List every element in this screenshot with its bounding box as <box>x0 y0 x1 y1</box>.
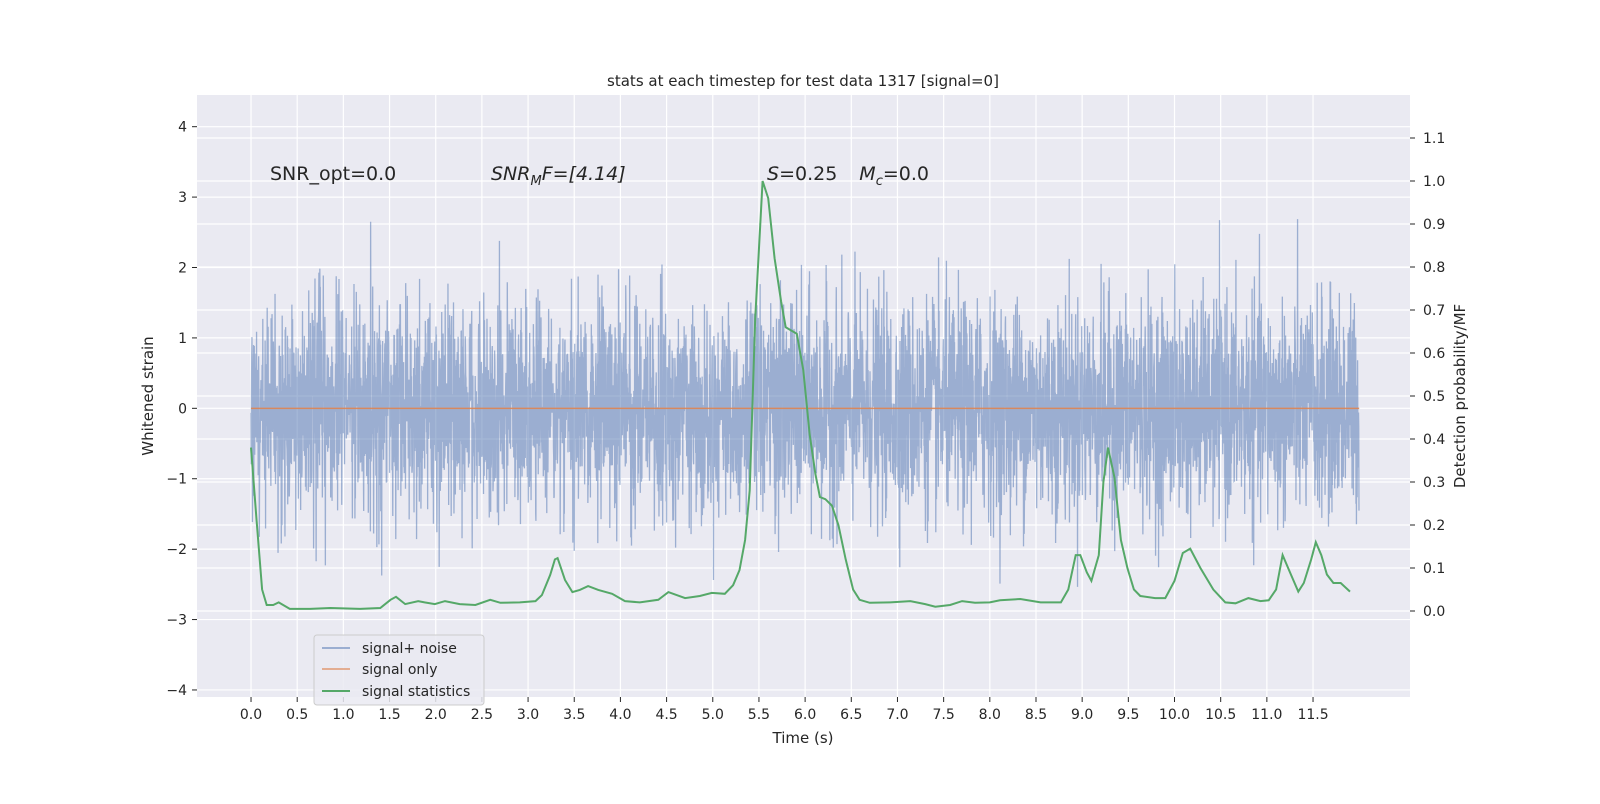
x-tick-label: 0.5 <box>286 707 308 723</box>
y2-tick-label: 0.6 <box>1423 346 1445 362</box>
y2-tick-label: 1.0 <box>1423 174 1445 190</box>
annotation-s-mc: S=0.25 Mc=0.0 <box>767 163 929 189</box>
snr-mf-rest: F=[4.14] <box>542 163 626 185</box>
annotation-snr-opt: SNR_opt=0.0 <box>270 163 396 185</box>
legend-box <box>313 634 485 706</box>
x-tick-label: 7.5 <box>933 707 955 723</box>
y2-tick-label: 0.2 <box>1423 518 1445 534</box>
mc-label: M <box>859 163 875 185</box>
y-tick-label: 4 <box>178 120 187 136</box>
x-tick-label: 2.0 <box>425 707 447 723</box>
x-tick-label: 10.5 <box>1205 707 1236 723</box>
snr-mf-main: SNR <box>491 163 530 185</box>
y-tick-label: −4 <box>166 683 187 699</box>
x-tick-label: 8.0 <box>979 707 1001 723</box>
x-tick-label: 1.0 <box>332 707 354 723</box>
y-tick-label: 2 <box>178 261 187 277</box>
y-tick-label: −1 <box>166 472 187 488</box>
s-value: =0.25 <box>779 163 837 185</box>
y-tick-label: 1 <box>178 331 187 347</box>
y2-tick-label: 0.4 <box>1423 432 1445 448</box>
y2-tick-label: 0.7 <box>1423 303 1445 319</box>
s-label: S <box>767 163 779 185</box>
x-tick-label: 1.5 <box>378 707 400 723</box>
x-tick-label: 0.0 <box>240 707 262 723</box>
signal-statistics-line <box>250 180 1351 610</box>
legend-label-stats: signal statistics <box>362 684 470 700</box>
y-axis-label: Whitened strain <box>139 336 157 455</box>
annotation-snr-mf: SNRMF=[4.14] <box>491 163 626 189</box>
x-tick-label: 11.5 <box>1297 707 1328 723</box>
y-tick-label: −3 <box>166 613 187 629</box>
y-tick-label: −2 <box>166 542 187 558</box>
x-tick-label: 3.0 <box>517 707 539 723</box>
x-tick-label: 10.0 <box>1159 707 1190 723</box>
y2-tick-label: 0.5 <box>1423 389 1445 405</box>
x-tick-label: 4.5 <box>655 707 677 723</box>
x-tick-label: 3.5 <box>563 707 585 723</box>
x-tick-label: 5.5 <box>748 707 770 723</box>
y2-tick-label: 0.1 <box>1423 561 1445 577</box>
legend: signal+ noise signal only signal statist… <box>313 634 485 706</box>
x-tick-label: 6.5 <box>840 707 862 723</box>
tick-labels: 0.0 0.5 1.0 1.5 2.0 2.5 3.0 3.5 4.0 4.5 5.0 5.5 6.0 6… <box>166 120 1445 723</box>
mc-value: =0.0 <box>883 163 929 185</box>
y-tick-label: 3 <box>178 190 187 206</box>
mc-sub: c <box>876 174 883 189</box>
y2-axis-label: Detection probability/MF <box>1451 304 1469 488</box>
y2-tick-label: 0.0 <box>1423 604 1445 620</box>
x-tick-label: 2.5 <box>471 707 493 723</box>
x-tick-label: 7.0 <box>886 707 908 723</box>
y2-tick-label: 0.3 <box>1423 475 1445 491</box>
y2-tick-label: 1.1 <box>1423 131 1445 147</box>
y2-tick-label: 0.8 <box>1423 260 1445 276</box>
legend-label-signal: signal only <box>362 662 437 678</box>
x-tick-label: 9.0 <box>1071 707 1093 723</box>
x-tick-label: 8.5 <box>1025 707 1047 723</box>
x-tick-label: 11.0 <box>1251 707 1282 723</box>
chart-title: stats at each timestep for test data 131… <box>607 72 999 90</box>
y2-tick-label: 0.9 <box>1423 217 1445 233</box>
x-tick-label: 5.0 <box>702 707 724 723</box>
legend-label-noise: signal+ noise <box>362 641 457 657</box>
x-tick-label: 4.0 <box>609 707 631 723</box>
x-tick-label: 9.5 <box>1117 707 1139 723</box>
y-tick-label: 0 <box>178 401 187 417</box>
x-axis-label: Time (s) <box>772 729 834 747</box>
x-tick-label: 6.0 <box>794 707 816 723</box>
snr-mf-sub: M <box>530 174 541 189</box>
